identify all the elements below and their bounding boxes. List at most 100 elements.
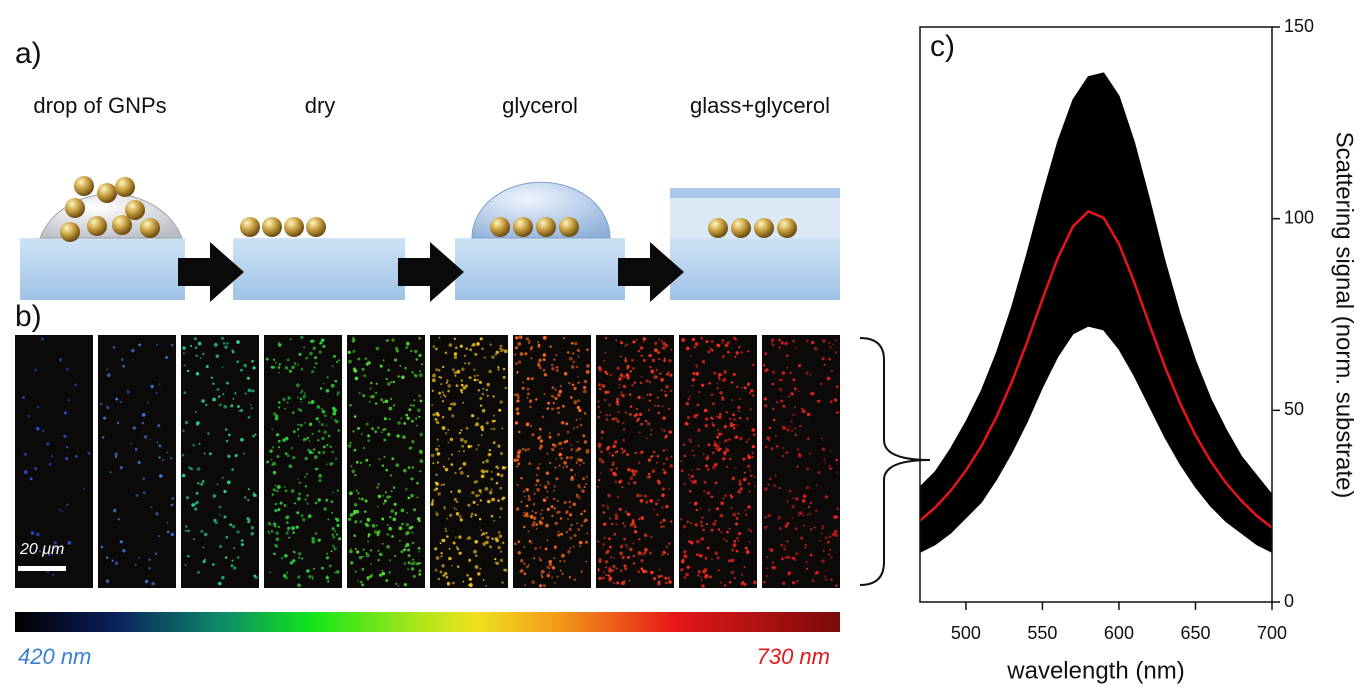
particle-spot: [527, 377, 530, 380]
particle-spot: [576, 462, 578, 464]
particle-spot: [712, 466, 715, 469]
particle-spot: [288, 396, 291, 399]
particle-spot: [711, 529, 714, 532]
particle-spot: [624, 345, 626, 347]
particle-spot: [324, 414, 327, 417]
particle-spot: [300, 336, 303, 339]
particle-spot: [528, 462, 531, 465]
particle-spot: [566, 456, 569, 459]
particle-spot: [796, 465, 799, 468]
particle-spot: [451, 454, 453, 456]
particle-spot: [541, 570, 545, 574]
particle-spot: [615, 481, 617, 483]
particle-spot: [558, 453, 562, 457]
particle-spot: [389, 496, 391, 498]
particle-spot: [526, 337, 529, 340]
particle-spot: [692, 372, 695, 375]
particle-spot: [621, 448, 623, 450]
particle-spot: [625, 412, 627, 414]
particle-spot: [552, 566, 556, 570]
particle-spot: [278, 366, 281, 369]
particle-spot: [460, 438, 464, 442]
particle-spot: [297, 424, 299, 426]
particle-spot: [836, 459, 839, 462]
particle-spot: [828, 465, 830, 467]
particle-spot: [227, 481, 231, 485]
particle-spot: [771, 447, 774, 450]
particle-spot: [327, 580, 329, 582]
particle-spot: [384, 456, 386, 458]
particle-spot: [458, 535, 461, 538]
particle-spot: [553, 558, 555, 560]
particle-spot: [540, 439, 543, 442]
particle-spot: [810, 374, 812, 376]
particle-spot: [205, 404, 207, 406]
particle-spot: [712, 424, 715, 427]
particle-spot: [829, 450, 831, 452]
figure: a) drop of GNPs dry glycerol glass+glyce…: [0, 0, 1368, 693]
particle-spot: [732, 413, 735, 416]
particle-spot: [381, 431, 383, 433]
particle-spot: [378, 483, 380, 485]
x-axis-label: wavelength (nm): [1006, 657, 1184, 684]
particle-spot: [720, 514, 724, 518]
particle-spot: [721, 531, 723, 533]
particle-spot: [811, 341, 814, 344]
particle-spot: [670, 349, 672, 351]
particle-spot: [24, 470, 28, 474]
particle-spot: [708, 443, 711, 446]
particle-spot: [607, 505, 609, 507]
particle-spot: [445, 352, 448, 355]
particle-spot: [475, 424, 477, 426]
particle-spot: [87, 452, 90, 455]
particle-spot: [355, 522, 357, 524]
particle-spot: [308, 571, 310, 573]
particle-spot: [721, 398, 724, 401]
particle-spot: [401, 523, 403, 525]
particle-spot: [608, 569, 611, 572]
particle-spot: [705, 340, 708, 343]
particle-spot: [248, 416, 251, 419]
particle-spot: [665, 344, 669, 348]
particle-spot: [601, 437, 603, 439]
particle-spot: [443, 394, 445, 396]
particle-spot: [454, 507, 456, 509]
particle-spot: [574, 342, 578, 346]
particle-spot: [648, 473, 651, 476]
particle-spot: [439, 376, 441, 378]
particle-spot: [750, 389, 753, 392]
particle-spot: [723, 498, 725, 500]
spectra-band: [920, 73, 1272, 552]
particle-spot: [247, 377, 250, 380]
particle-spot: [460, 471, 464, 475]
particle-spot: [361, 583, 364, 586]
particle-spot: [415, 417, 417, 419]
particle-spot: [66, 504, 68, 506]
particle-spot: [632, 473, 636, 477]
particle-spot: [822, 527, 824, 529]
particle-spot: [524, 352, 527, 355]
particle-spot: [359, 556, 362, 559]
particle-spot: [197, 482, 199, 484]
particle-spot: [661, 493, 665, 497]
particle-spot: [725, 447, 727, 449]
particle-spot: [606, 372, 609, 375]
particle-spot: [361, 498, 364, 501]
particle-spot: [327, 376, 329, 378]
particle-spot: [445, 530, 447, 532]
particle-spot: [577, 441, 579, 443]
particle-spot: [223, 490, 226, 493]
particle-spot: [616, 403, 619, 406]
particle-spot: [655, 503, 658, 506]
particle-spot: [454, 356, 457, 359]
nanoparticle: [97, 183, 117, 203]
particle-spot: [826, 570, 828, 572]
particle-spot: [752, 452, 754, 454]
particle-spot: [41, 338, 44, 341]
particle-spot: [279, 363, 281, 365]
particle-spot: [284, 408, 286, 410]
particle-spot: [485, 532, 487, 534]
particle-spot: [407, 568, 409, 570]
particle-spot: [398, 585, 400, 587]
particle-spot: [795, 552, 798, 555]
